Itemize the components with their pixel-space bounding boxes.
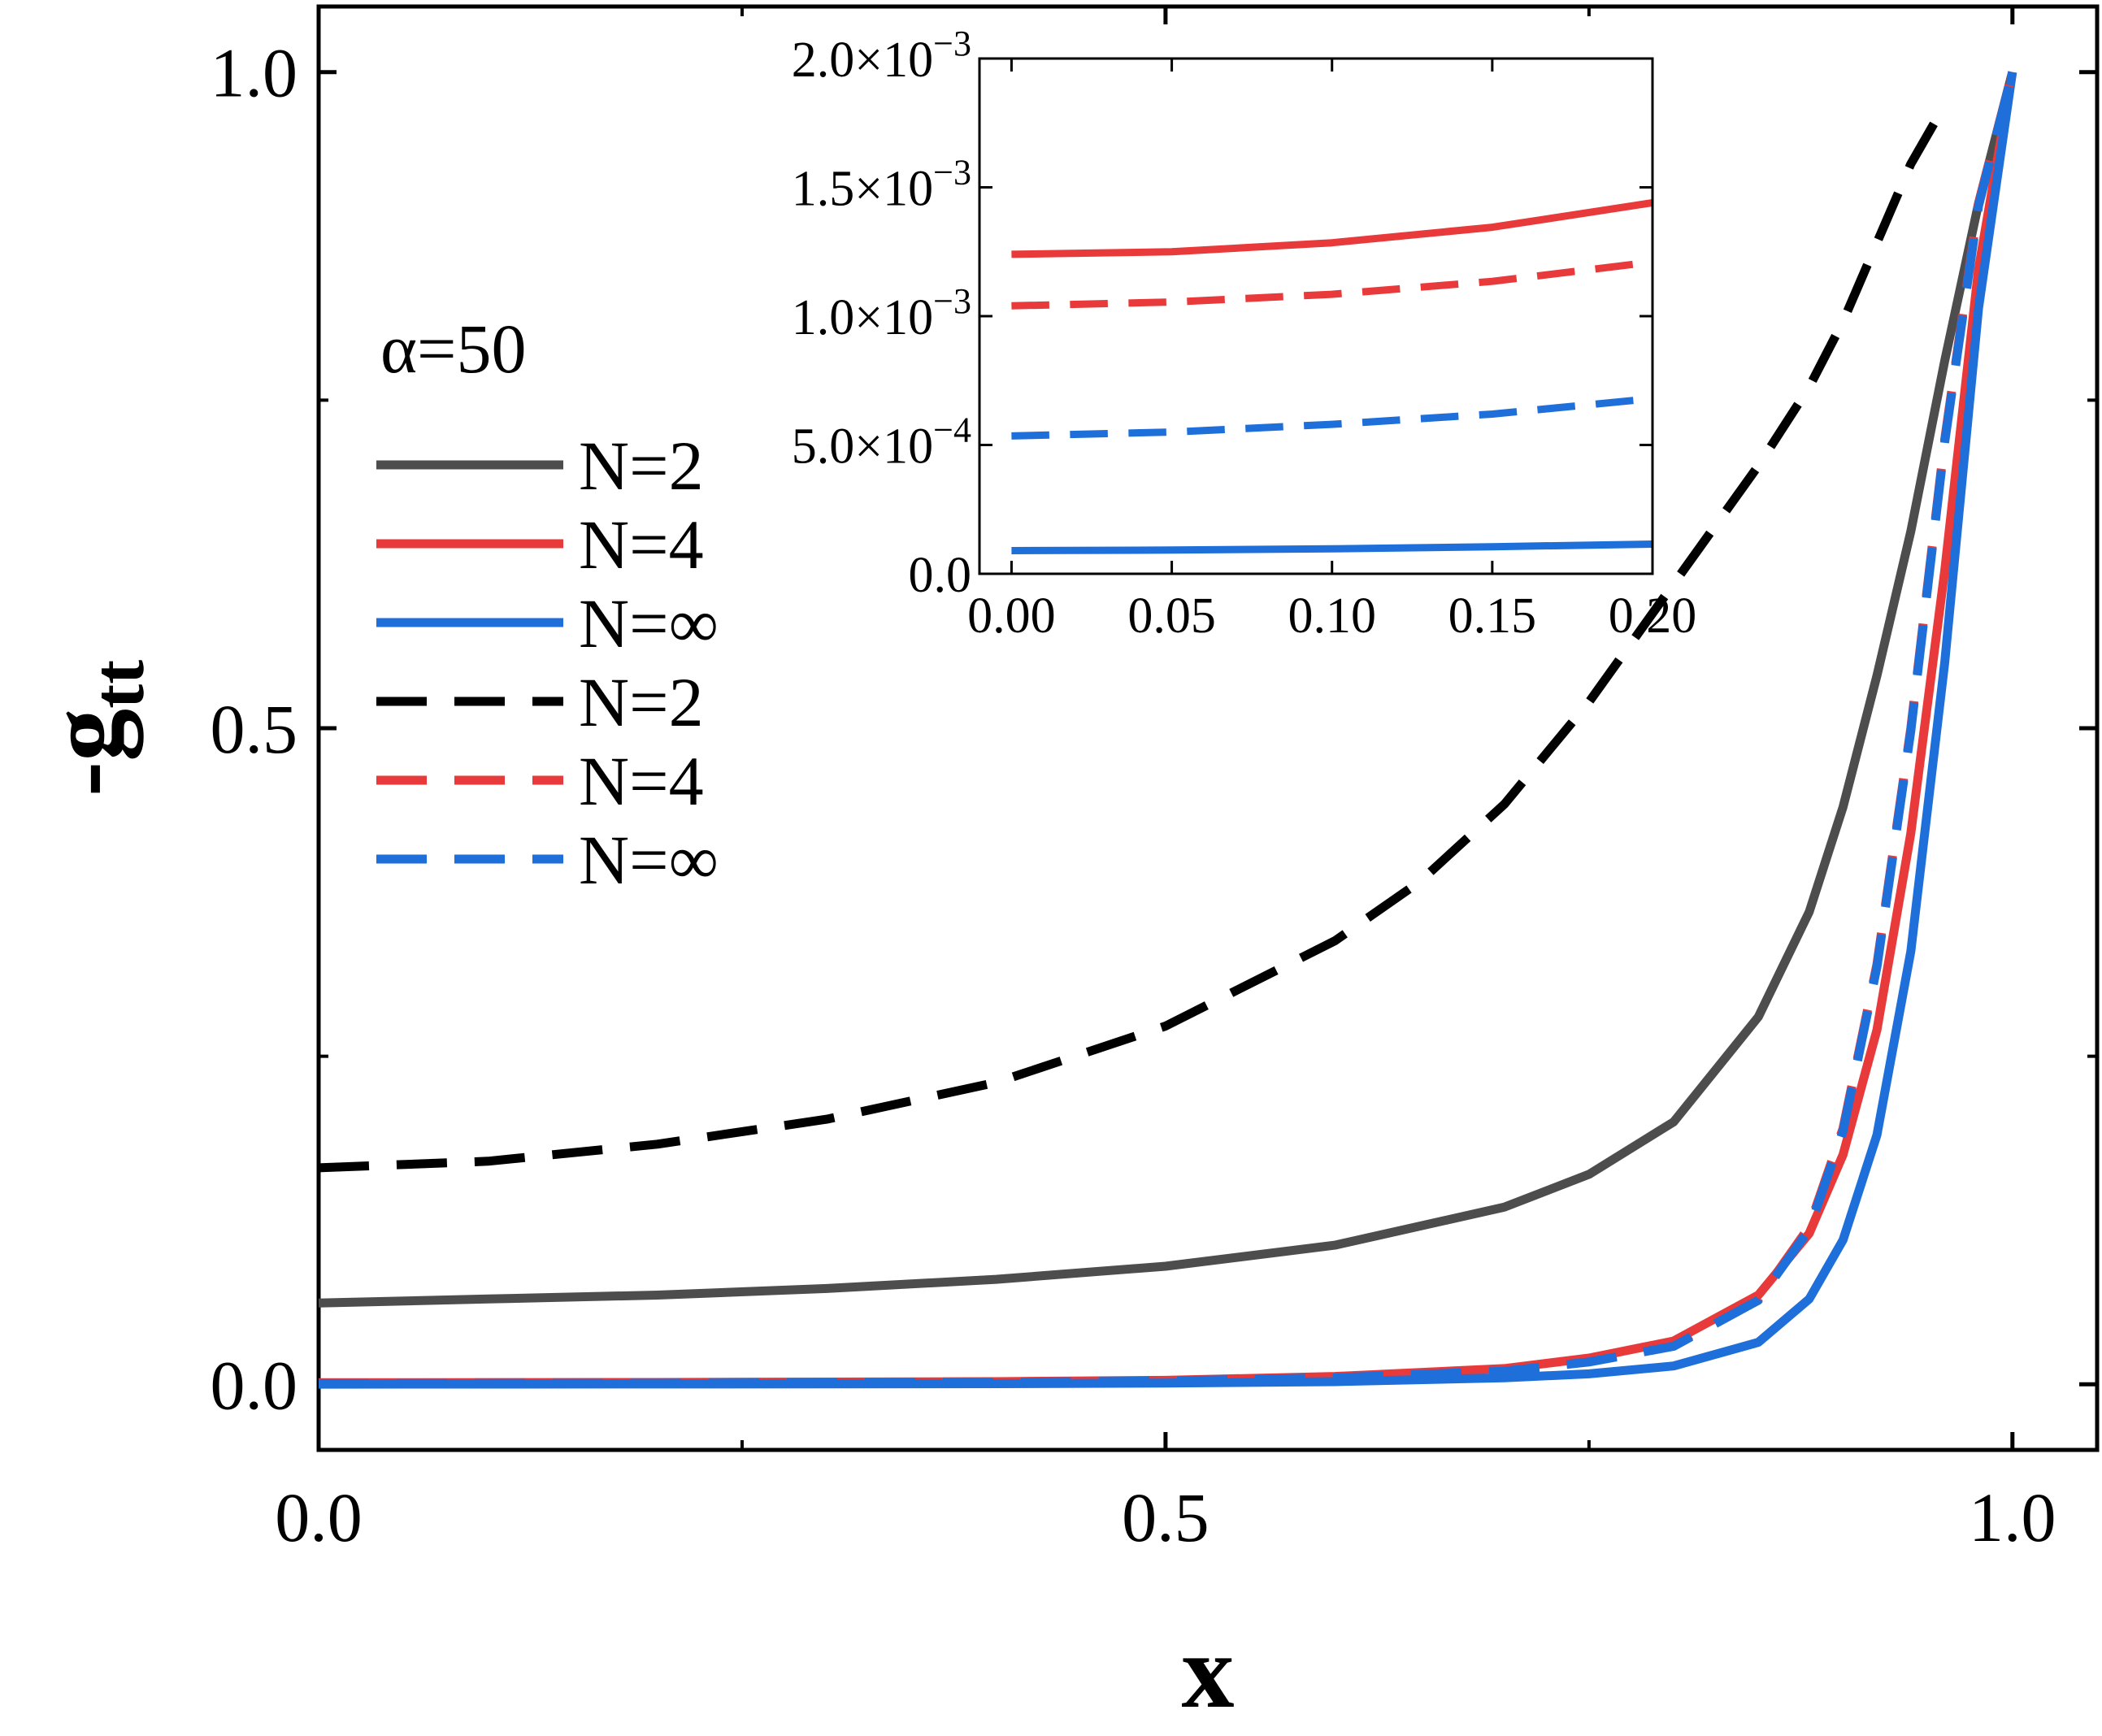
inset-y-tick-mantissa: 1.0×10 [792,290,933,345]
inset-series-line-4 [1011,540,1653,554]
x-tick-label: 0.0 [275,1478,363,1556]
inset-y-tick-exponent: −4 [933,410,971,450]
legend: N=2N=4N=∞N=2N=4N=∞ [376,427,719,899]
inset-x-tick-label: 0.20 [1609,588,1697,644]
y-tick-label: 0.5 [211,690,298,768]
inset-x-tick-label: 0.05 [1127,588,1216,644]
legend-label-4: N=2 [579,663,704,741]
legend-label-1: N=2 [579,427,704,505]
series-line-3 [318,71,2017,1389]
inset-axis-ticks: 0.00 0.05 0.10 0.15 0.200.05.0×10−41.0×10−31… [792,24,1697,644]
y-axis-title-main: -g [27,709,144,796]
y-tick-label: 0.0 [211,1346,298,1424]
inset-y-tick-exponent: −3 [933,153,971,193]
y-tick-label: 1.0 [211,34,298,112]
main-axis-ticks: 0.0 0.5 1.0 0.0 0.5 1.0 [211,7,2097,1556]
inset-y-tick-mantissa: 5.0×10 [792,419,933,475]
series-line-1 [318,71,2017,1308]
inset-y-tick-exponent: −3 [933,24,971,63]
legend-label-3: N=∞ [579,584,719,662]
legend-label-5: N=4 [579,742,704,820]
inset-y-tick-label: 2.0×10−3 [792,24,971,88]
inset-y-tick-exponent: −3 [933,281,971,321]
main-series-group [318,71,2017,1389]
inset-y-tick-mantissa: 2.0×10 [792,33,933,88]
inset-x-tick-label: 0.15 [1448,588,1537,644]
svg-text:-gtt: -gtt [27,660,159,796]
inset-series-line-2 [1011,258,1653,310]
inset-x-tick-label: 0.10 [1288,588,1376,644]
inset-y-tick-label: 1.5×10−3 [792,153,971,217]
inset-y-tick-mantissa: 0.0 [909,548,972,603]
inset-y-tick-mantissa: 1.5×10 [792,162,933,217]
series-line-4 [318,102,1949,1173]
inset-y-tick-label: 0.0 [909,548,972,603]
x-tick-label: 1.0 [1969,1478,2056,1556]
inset-series-line-3 [1011,394,1653,440]
legend-label-6: N=∞ [579,821,719,899]
inset-series-group [1011,199,1653,554]
inset-x-tick-label: 0.00 [967,588,1056,644]
inset-y-tick-label: 5.0×10−4 [792,410,971,475]
x-axis-title: x [1182,1613,1235,1730]
series-line-6 [318,71,2017,1388]
inset-y-tick-label: 1.0×10−3 [792,281,971,345]
inset-background [979,59,1653,574]
inset-series-line-1 [1011,199,1653,258]
y-axis-title-sub: tt [79,660,159,709]
legend-title: α=50 [380,310,527,388]
x-tick-label: 0.5 [1122,1478,1210,1556]
legend-label-2: N=4 [579,506,704,584]
y-axis-title: -gtt [27,660,159,796]
